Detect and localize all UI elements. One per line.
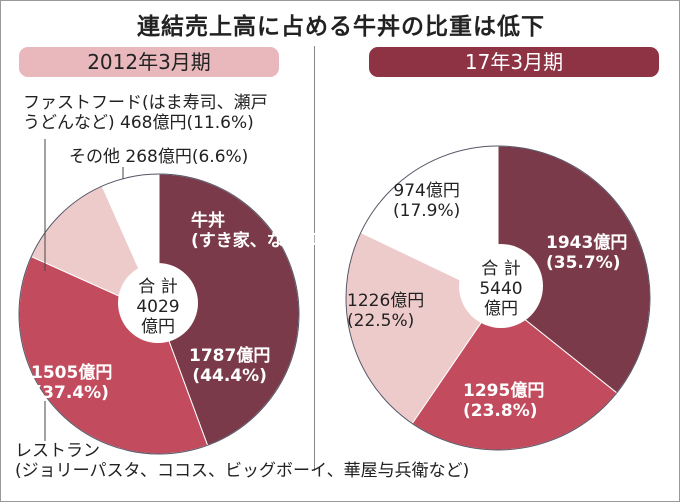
pie1-center-hole	[459, 244, 543, 328]
pie0-outline	[18, 173, 300, 455]
label-other-2017: 974億円 (17.9%)	[393, 181, 461, 221]
chart-title: 連結売上高に占める牛丼の比重は低下	[137, 14, 545, 40]
total-2017: 合 計 5440 億円	[479, 259, 523, 319]
label-fastfood: ファストフード(はま寿司、瀬戸 うどんなど) 468億円(11.6%)	[23, 93, 268, 133]
label-gyudon-2017: 1943億円 (35.7%)	[546, 233, 628, 273]
label-other: その他 268億円(6.6%)	[69, 147, 249, 167]
label-gyudon-value: 1787億円 (44.4%)	[189, 346, 271, 386]
label-restaurant-2017: 1295億円 (23.8%)	[463, 381, 545, 421]
label-gyudon: 牛丼 (すき家、なか卯)	[191, 211, 326, 251]
pie1-outline	[345, 145, 651, 451]
label-restaurant: レストラン (ジョリーパスタ、ココス、ビッグボーイ、華屋与兵衛など)	[15, 441, 470, 481]
pie0-center-hole	[118, 263, 198, 343]
period-banner-2017: 17年3月期	[369, 47, 659, 77]
divider	[314, 46, 315, 471]
label-fastfood-2017: 1226億円 (22.5%)	[347, 291, 425, 331]
label-restaurant-value: 1505億円 (37.4%)	[31, 363, 113, 403]
period-banner-2012: 2012年3月期	[19, 47, 279, 77]
total-2012: 合 計 4029 億円	[136, 277, 180, 337]
